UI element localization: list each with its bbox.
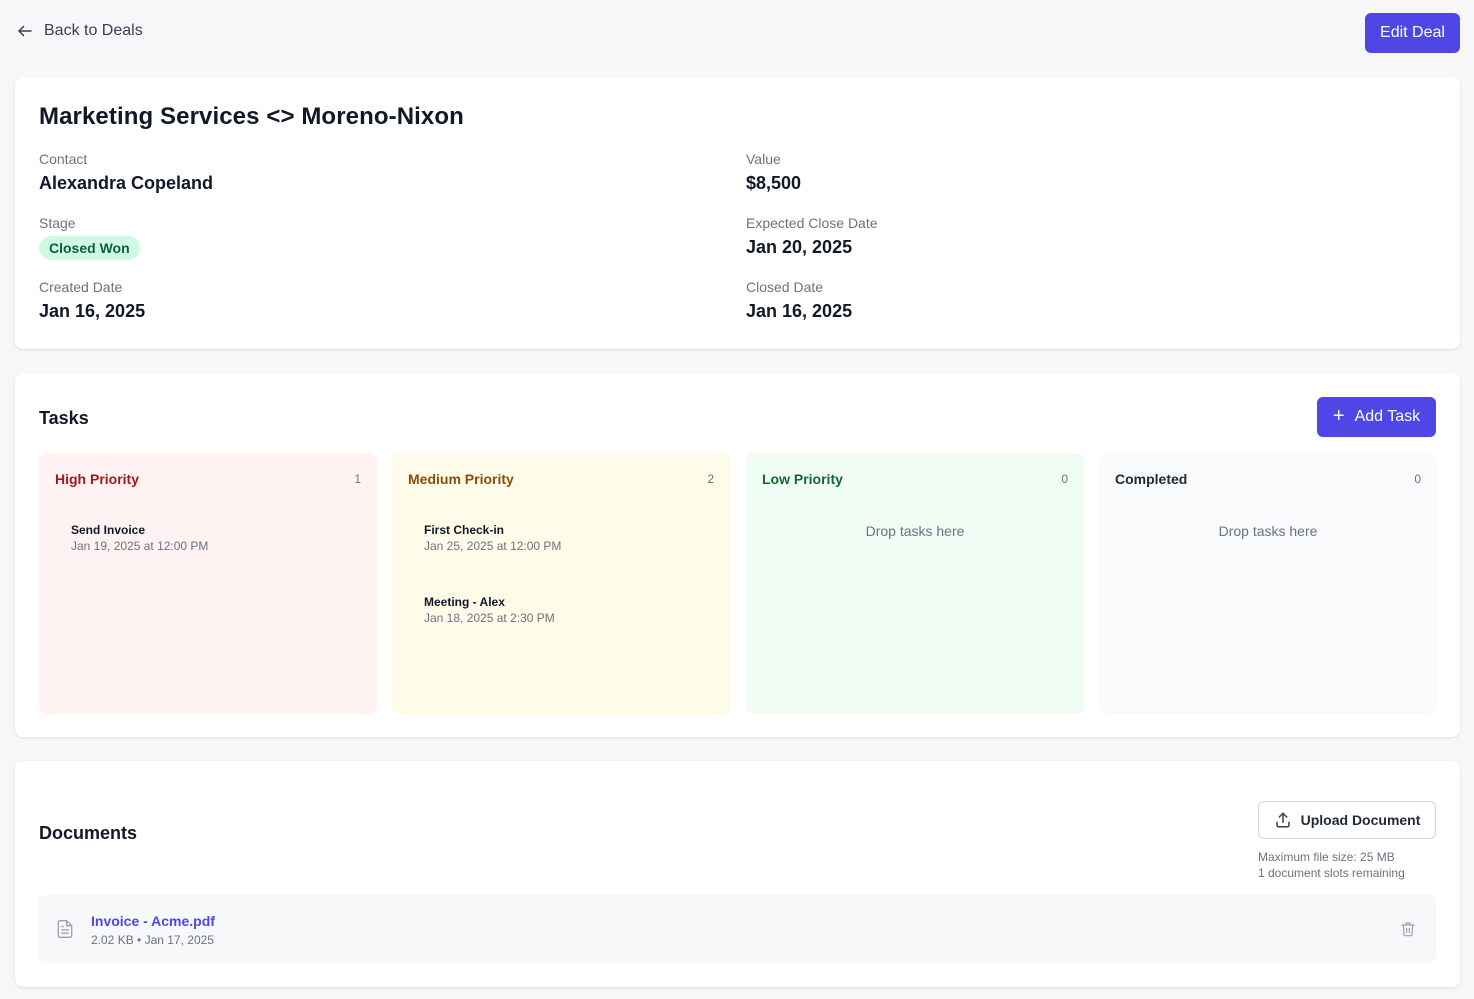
back-to-deals-link[interactable]: Back to Deals [16,22,143,40]
slots-remaining: 1 document slots remaining [1258,866,1405,880]
add-task-button[interactable]: + Add Task [1317,397,1436,437]
file-text-icon [57,920,73,938]
created-date-field: Created Date Jan 16, 2025 [39,279,145,322]
add-task-label: Add Task [1354,408,1421,425]
task-card-first-check-in[interactable]: First Check-in Jan 25, 2025 at 12:00 PM [424,523,561,553]
top-bar: Back to Deals Edit Deal [0,0,1474,66]
document-row: Invoice - Acme.pdf 2.02 KB • Jan 17, 202… [39,895,1436,963]
arrow-left-icon [18,25,32,37]
stage-field: Stage Closed Won [39,215,140,260]
document-name-link[interactable]: Invoice - Acme.pdf [91,913,215,929]
edit-deal-button[interactable]: Edit Deal [1365,13,1460,53]
column-count: 2 [707,472,714,486]
task-date: Jan 18, 2025 at 2:30 PM [424,611,555,625]
task-date: Jan 19, 2025 at 12:00 PM [71,539,209,553]
contact-field: Contact Alexandra Copeland [39,151,213,194]
task-card-meeting-alex[interactable]: Meeting - Alex Jan 18, 2025 at 2:30 PM [424,595,555,625]
tasks-title: Tasks [39,408,89,428]
tasks-card: Tasks + Add Task High Priority 1 Send In… [15,373,1460,737]
created-date-label: Created Date [39,279,123,295]
column-count: 0 [1414,472,1421,486]
stage-badge: Closed Won [39,236,140,260]
column-count: 1 [354,472,361,486]
documents-card: Documents Upload Document Maximum file s… [15,761,1460,987]
expected-close-label: Expected Close Date [746,215,878,231]
back-link-label: Back to Deals [44,22,143,39]
closed-date-label: Closed Date [746,279,824,295]
column-count: 0 [1061,472,1068,486]
task-title: Send Invoice [71,523,146,537]
column-completed[interactable]: Completed 0 Drop tasks here [1099,453,1437,714]
column-high-priority[interactable]: High Priority 1 Send Invoice Jan 19, 202… [39,453,377,714]
drop-zone-hint: Drop tasks here [865,523,965,539]
column-title: Medium Priority [408,471,514,487]
contact-value: Alexandra Copeland [39,173,214,193]
value-value: $8,500 [746,173,802,193]
documents-title: Documents [39,823,138,843]
created-date-value: Jan 16, 2025 [39,301,146,321]
task-card-send-invoice[interactable]: Send Invoice Jan 19, 2025 at 12:00 PM [71,523,208,553]
deal-details-card: Marketing Services <> Moreno-Nixon Conta… [15,77,1460,349]
task-date: Jan 25, 2025 at 12:00 PM [424,539,562,553]
task-title: Meeting - Alex [424,595,505,609]
plus-icon: + [1332,405,1345,427]
deal-title: Marketing Services <> Moreno-Nixon [39,103,464,130]
upload-icon [1275,812,1290,828]
trash-icon[interactable] [1400,920,1416,938]
upload-limits: Maximum file size: 25 MB 1 document slot… [1258,849,1405,881]
column-title: High Priority [55,471,140,487]
upload-document-button[interactable]: Upload Document [1258,801,1436,839]
document-meta: 2.02 KB • Jan 17, 2025 [91,933,214,947]
expected-close-field: Expected Close Date Jan 20, 2025 [746,215,878,258]
closed-date-field: Closed Date Jan 16, 2025 [746,279,852,322]
contact-label: Contact [39,151,88,167]
drop-zone-hint: Drop tasks here [1218,523,1318,539]
column-title: Low Priority [762,471,843,487]
closed-date-value: Jan 16, 2025 [746,301,853,321]
expected-close-value: Jan 20, 2025 [746,237,853,257]
value-label: Value [746,151,781,167]
value-field: Value $8,500 [746,151,801,194]
column-low-priority[interactable]: Low Priority 0 Drop tasks here [746,453,1084,714]
task-title: First Check-in [424,523,505,537]
max-file-size: Maximum file size: 25 MB [1258,850,1395,864]
stage-label: Stage [39,215,76,231]
column-medium-priority[interactable]: Medium Priority 2 First Check-in Jan 25,… [392,453,730,714]
upload-document-label: Upload Document [1300,812,1421,828]
column-title: Completed [1115,471,1188,487]
